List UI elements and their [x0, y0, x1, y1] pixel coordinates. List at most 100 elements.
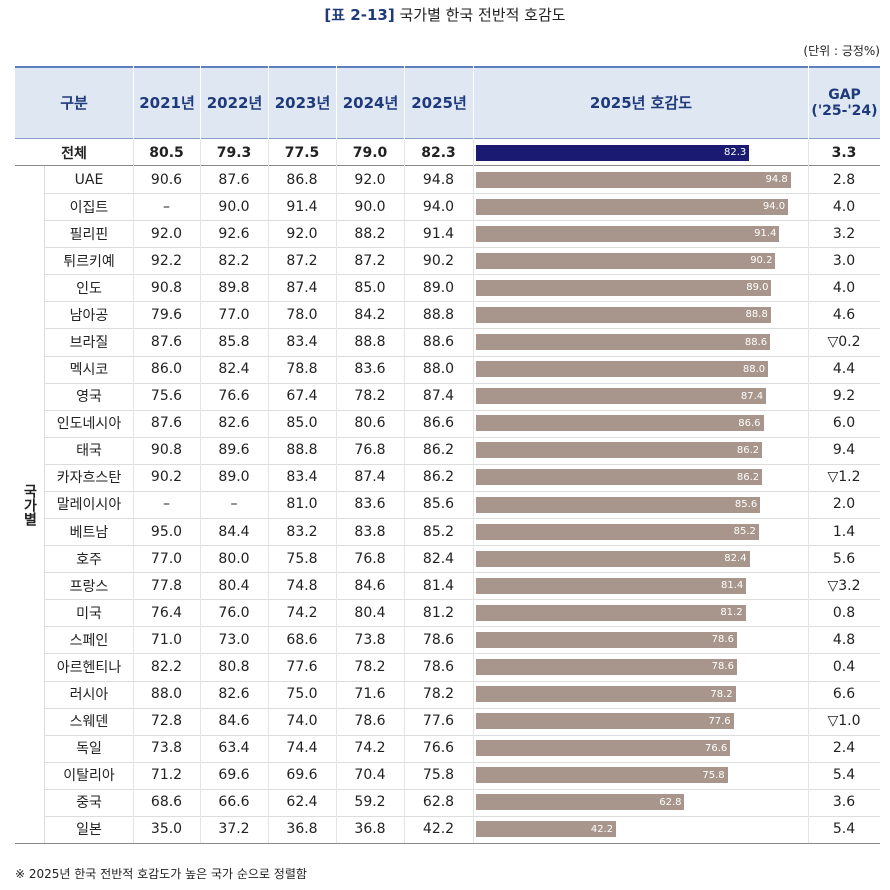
gap-header: GAP ('25-'24): [808, 66, 880, 139]
cell: 92.0: [150, 225, 183, 242]
bar: 90.2: [476, 252, 776, 269]
gap-cell: 3.6: [832, 794, 856, 811]
cell: 75.0: [286, 686, 318, 703]
cell: 37.2: [218, 821, 250, 838]
bar-label: 89.0: [746, 282, 769, 294]
bar-label: 77.6: [708, 715, 731, 727]
cell: 84.6: [218, 713, 250, 730]
cell: 90.2: [150, 469, 183, 486]
bar: 81.4: [476, 577, 747, 594]
cell: 79.0: [352, 144, 388, 161]
gap-cell: 4.0: [832, 279, 856, 296]
bar-label: 78.2: [710, 688, 733, 700]
row-line: [45, 247, 880, 249]
cell: 72.8: [150, 713, 183, 730]
cell: 94.8: [422, 171, 455, 188]
bar-label: 62.8: [659, 796, 682, 808]
cell: 87.4: [286, 279, 318, 296]
bar: 75.8: [476, 767, 728, 784]
gap-cell: 9.4: [832, 442, 856, 459]
col-line: [404, 140, 405, 843]
cell: 86.2: [422, 469, 455, 486]
gap-cell: 9.2: [832, 388, 856, 405]
cell: 85.0: [286, 415, 318, 432]
cell: 90.6: [150, 171, 183, 188]
col-line: [133, 140, 134, 843]
bar: 82.4: [476, 550, 750, 567]
row-label: 독일: [76, 741, 102, 758]
row-label: 미국: [76, 605, 102, 622]
row-label: 태국: [76, 443, 102, 460]
cell: 71.6: [354, 686, 386, 703]
row-line: [45, 463, 880, 465]
cell: 62.4: [286, 794, 318, 811]
cell: 84.2: [354, 306, 386, 323]
cell: 87.6: [150, 334, 183, 350]
cell: 74.8: [286, 577, 318, 594]
group-label: 국가별: [15, 166, 45, 843]
gap-cell: 5.4: [832, 821, 856, 838]
gap-cell: 4.8: [832, 631, 856, 648]
cell: 69.6: [218, 767, 250, 784]
cell: 73.8: [354, 631, 386, 648]
col-line: [200, 140, 201, 843]
cell: –: [230, 496, 238, 513]
cell: 90.8: [150, 279, 183, 296]
table-bottom: [15, 843, 880, 844]
bar: 86.2: [476, 469, 763, 486]
bar-label: 94.0: [762, 201, 786, 213]
gap-cell: 2.8: [832, 171, 856, 188]
gap-header-line: GAP: [828, 86, 861, 103]
cell: 66.6: [218, 794, 250, 811]
cell: 90.2: [422, 252, 455, 269]
cell: 36.8: [286, 821, 318, 838]
cell: 88.0: [150, 686, 183, 703]
cell: 78.8: [286, 361, 318, 378]
cell: 87.2: [354, 252, 386, 269]
title-wrap: [표 2-13] 국가별 한국 전반적 호감도: [0, 4, 890, 25]
cell: 85.8: [218, 334, 250, 350]
row-line: [45, 409, 880, 411]
cell: 90.0: [218, 198, 250, 215]
bar-label: 81.2: [720, 607, 743, 619]
cell: 81.2: [422, 604, 455, 621]
bar: 94.8: [476, 171, 791, 188]
row-line: [45, 436, 880, 438]
cell: 77.6: [286, 658, 318, 675]
bar-label: 82.3: [723, 147, 747, 158]
gap-cell: 2.4: [832, 740, 856, 757]
row-label: 튀르키예: [63, 253, 115, 270]
cell: 78.2: [354, 658, 386, 675]
row-label: 스페인: [69, 632, 109, 649]
cell: 91.4: [286, 198, 318, 215]
bar: 86.2: [476, 442, 763, 459]
col-line: [473, 140, 474, 843]
row-label: 이집트: [69, 199, 109, 216]
unit: (단위 : 긍정%): [803, 44, 880, 58]
cell: 67.4: [286, 388, 318, 405]
bar: 81.2: [476, 604, 746, 621]
cell: 88.2: [354, 225, 386, 242]
bar-label: 82.4: [724, 553, 747, 565]
row-line: [45, 653, 880, 655]
bar: 86.6: [476, 415, 764, 432]
cell: 76.0: [218, 604, 250, 621]
gap-cell: 4.0: [832, 198, 856, 215]
row-line: [45, 301, 880, 303]
bar-label: 91.4: [754, 228, 777, 240]
cell: 74.2: [286, 604, 318, 621]
cell: 84.4: [218, 523, 250, 540]
cell: 68.6: [286, 631, 318, 648]
column-header: 구분: [60, 94, 88, 112]
cell: 83.4: [286, 469, 318, 486]
row-label: 멕시코: [69, 362, 109, 379]
gap-cell: 3.3: [831, 144, 857, 161]
cell: 92.2: [150, 252, 183, 269]
bar: 88.6: [476, 334, 771, 351]
cell: 80.0: [218, 550, 250, 567]
cell: 77.6: [422, 713, 455, 730]
bar-label: 86.2: [736, 444, 760, 456]
cell: 80.6: [354, 415, 386, 432]
cell: 76.8: [354, 442, 386, 459]
